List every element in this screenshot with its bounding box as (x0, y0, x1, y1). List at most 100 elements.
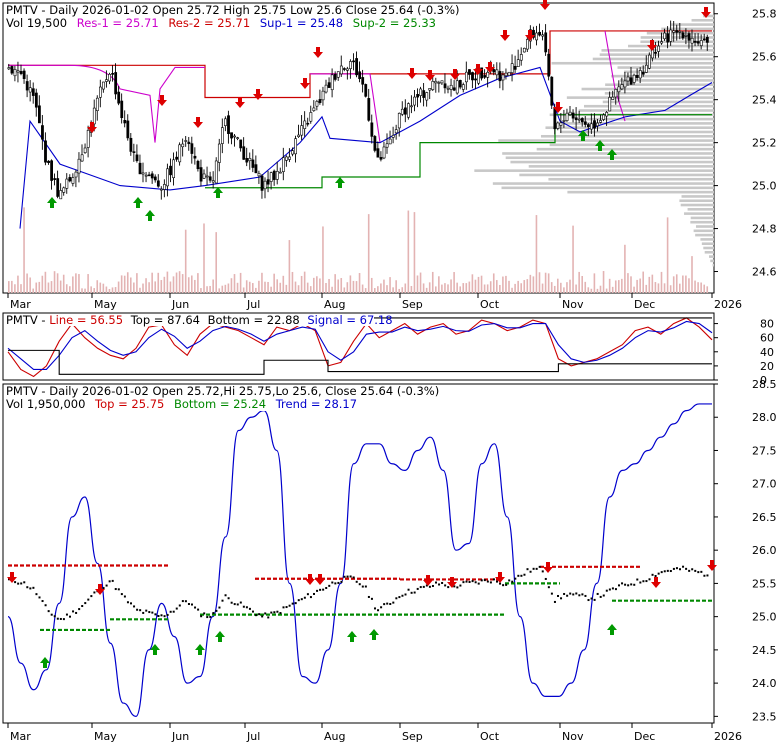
candle-body (28, 87, 32, 93)
candle-body (510, 63, 514, 73)
candle-body (504, 72, 508, 77)
volume-bar (532, 276, 535, 293)
volume-bar (337, 279, 339, 293)
down-arrow (450, 69, 460, 80)
price-dot (59, 617, 62, 620)
candle-body (385, 143, 389, 148)
volume-bar (99, 282, 102, 293)
volume-bar (154, 281, 156, 293)
price-dot (123, 595, 126, 598)
down-arrow (407, 68, 417, 79)
volume-bar (239, 272, 242, 293)
volume-bar (334, 274, 336, 293)
panel-1-y-ticks: 25.8 25.6 25.4 25.2 25.0 24.8 24.6 (714, 8, 777, 279)
price-dot (544, 577, 547, 580)
down-arrow (95, 584, 105, 595)
candle-body (458, 80, 462, 88)
volume-bar (492, 273, 495, 293)
volume-bar (377, 286, 379, 293)
price-dot (618, 584, 620, 587)
volume-bar (468, 281, 471, 293)
volume-bar (29, 277, 31, 293)
candle-body (434, 80, 438, 84)
price-dot (489, 581, 492, 584)
price-dot (175, 607, 178, 610)
res1-legend: Res-1 = 25.71 (77, 16, 159, 30)
price-dot (245, 606, 248, 609)
price-dot (486, 580, 489, 583)
signal-legend: Signal = 67.18 (307, 313, 392, 327)
volume-bar (502, 276, 504, 293)
volume-bar (553, 285, 556, 293)
volume-profile-bar (710, 259, 714, 263)
panel-3-header: PMTV - Daily 2026-01-02 Open 25.72,Hi 25… (4, 384, 439, 411)
candle-body (364, 84, 368, 97)
candle-body (617, 86, 621, 93)
down-arrow (701, 7, 711, 18)
candle-body (428, 88, 432, 91)
y-tick-label: 24.6 (752, 266, 777, 279)
volume-bar (47, 282, 50, 293)
price-dot (227, 597, 230, 600)
up-arrow (215, 631, 225, 642)
volume-bar (303, 271, 306, 293)
x-tick-label: Dec (634, 298, 655, 311)
up-arrow (195, 644, 205, 655)
price-dot (370, 597, 373, 600)
volume-profile-bar (567, 190, 714, 194)
down-arrow (313, 47, 323, 58)
volume-profile-bar (703, 246, 714, 250)
price-dot (447, 586, 450, 589)
y-tick-label: 27.0 (752, 478, 777, 491)
price-dot (688, 569, 691, 572)
down-arrow (553, 102, 563, 113)
candle-body (388, 138, 392, 145)
candle-body (10, 66, 14, 74)
volume-bar (474, 279, 477, 293)
panel-3-title: PMTV - Daily 2026-01-02 Open 25.72,Hi 25… (6, 384, 439, 398)
price-dot (343, 575, 346, 578)
volume-profile-bar (691, 18, 714, 22)
price-dot (325, 587, 328, 590)
candle-body (623, 80, 627, 88)
candle-body (416, 94, 420, 98)
candle-body (370, 122, 374, 137)
candle-body (681, 32, 685, 39)
candle-body (41, 125, 44, 140)
price-dot (377, 609, 380, 612)
candle-body (275, 171, 279, 180)
volume-bar (431, 271, 434, 293)
candle-body (126, 120, 130, 139)
price-dot (477, 582, 480, 585)
x-tick-label: Jun (171, 730, 189, 743)
volume-bar (706, 286, 709, 293)
price-dot (233, 603, 236, 606)
candle-body (324, 84, 328, 93)
volume-bar (514, 283, 516, 293)
candle-body (16, 70, 20, 73)
price-dot (303, 596, 306, 599)
y-tick-label: 24.5 (752, 644, 777, 657)
volume-profile-bar (695, 225, 714, 228)
candle-body (135, 154, 139, 162)
volume-bar (465, 283, 468, 293)
price-dot (669, 570, 672, 573)
price-dot (651, 573, 654, 576)
up-arrow (150, 644, 160, 655)
volume-profile-bar (549, 143, 714, 147)
down-arrow (495, 572, 505, 583)
volume-bar (404, 283, 407, 293)
volume-profile-bar (564, 122, 714, 125)
candle-body (400, 108, 404, 115)
volume-bar (611, 286, 614, 293)
volume-bar (374, 288, 376, 293)
candle-body (312, 107, 316, 111)
volume-profile-bar (704, 250, 714, 254)
price-dot (26, 586, 29, 589)
up-arrow (578, 130, 588, 141)
price-dot (258, 613, 261, 616)
x-tick-label: 2026 (714, 730, 742, 743)
volume-bar (630, 276, 632, 293)
price-dot (642, 580, 645, 583)
price-dot (50, 613, 53, 616)
